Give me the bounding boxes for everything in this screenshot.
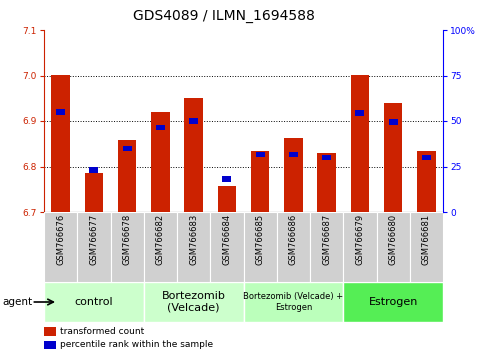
Text: agent: agent [2,297,32,307]
Bar [322,155,331,160]
Bar [111,212,144,282]
Bar [77,212,111,282]
Bar [151,112,170,212]
Bar [44,282,144,322]
Bar [422,155,431,160]
Text: GSM766680: GSM766680 [389,214,398,265]
Bar [343,212,377,282]
Text: Bortezomib
(Velcade): Bortezomib (Velcade) [162,291,226,313]
Bar [189,118,198,124]
Bar [44,327,56,336]
Text: GSM766685: GSM766685 [256,214,265,265]
Bar [85,173,103,212]
Bar [410,212,443,282]
Bar [144,282,243,322]
Bar [355,110,365,115]
Bar [56,109,65,115]
Bar [218,185,236,212]
Text: GSM766677: GSM766677 [89,214,99,266]
Bar [52,75,70,212]
Text: GSM766687: GSM766687 [322,214,331,266]
Bar [144,212,177,282]
Text: GSM766686: GSM766686 [289,214,298,266]
Text: control: control [74,297,113,307]
Bar [343,282,443,322]
Bar [210,212,243,282]
Bar [118,140,136,212]
Text: GDS4089 / ILMN_1694588: GDS4089 / ILMN_1694588 [133,9,314,23]
Bar [177,212,210,282]
Bar [44,212,77,282]
Bar [289,152,298,158]
Bar [243,212,277,282]
Bar [377,212,410,282]
Bar [384,103,402,212]
Text: GSM766682: GSM766682 [156,214,165,265]
Text: percentile rank within the sample: percentile rank within the sample [60,340,213,349]
Text: transformed count: transformed count [60,326,144,336]
Bar [310,212,343,282]
Bar [243,282,343,322]
Text: Bortezomib (Velcade) +
Estrogen: Bortezomib (Velcade) + Estrogen [243,292,343,312]
Bar [277,212,310,282]
Text: GSM766684: GSM766684 [222,214,231,265]
Bar [417,150,436,212]
Bar [156,125,165,130]
Bar [256,152,265,158]
Bar [351,75,369,212]
Bar [388,119,398,125]
Text: GSM766681: GSM766681 [422,214,431,265]
Text: GSM766678: GSM766678 [123,214,132,266]
Bar [317,153,336,212]
Bar [185,98,203,212]
Text: GSM766676: GSM766676 [56,214,65,266]
Bar [251,150,269,212]
Text: GSM766683: GSM766683 [189,214,198,266]
Bar [89,167,99,173]
Bar [284,138,302,212]
Bar [123,145,132,151]
Bar [44,341,56,349]
Text: Estrogen: Estrogen [369,297,418,307]
Bar [222,176,231,182]
Text: GSM766679: GSM766679 [355,214,364,265]
